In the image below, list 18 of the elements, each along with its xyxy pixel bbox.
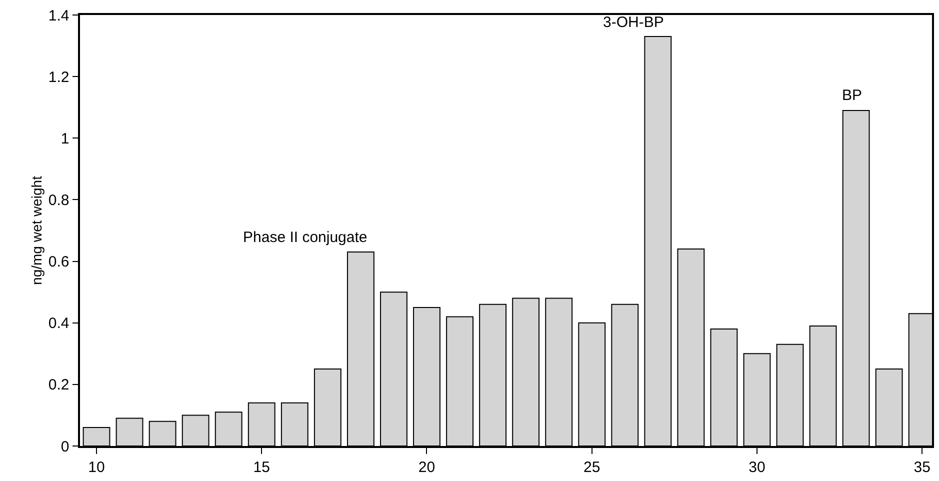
x-tick-label: 10	[88, 458, 105, 476]
y-tick-label: 0.6	[48, 254, 70, 271]
y-tick-label: 1.4	[48, 7, 70, 24]
annotation: Phase II conjugate	[243, 229, 368, 246]
x-tick-label: 20	[418, 458, 436, 476]
y-tick-label: 1.2	[48, 68, 70, 86]
y-axis-title: ng/mg wet weight	[28, 176, 44, 285]
x-tick-label: 25	[584, 458, 600, 476]
x-tick-label: 15	[253, 458, 270, 476]
annotation: BP	[842, 87, 862, 104]
annotation: 3-OH-BP	[603, 14, 664, 31]
x-tick-label: 30	[748, 458, 766, 476]
y-tick-label: 0.2	[48, 376, 70, 394]
y-tick-label: 0.4	[48, 315, 70, 332]
y-tick-label: 1	[60, 130, 70, 148]
y-tick-label: 0.8	[48, 192, 70, 209]
y-tick-label: 0	[60, 438, 70, 456]
x-tick-label: 35	[914, 458, 930, 476]
